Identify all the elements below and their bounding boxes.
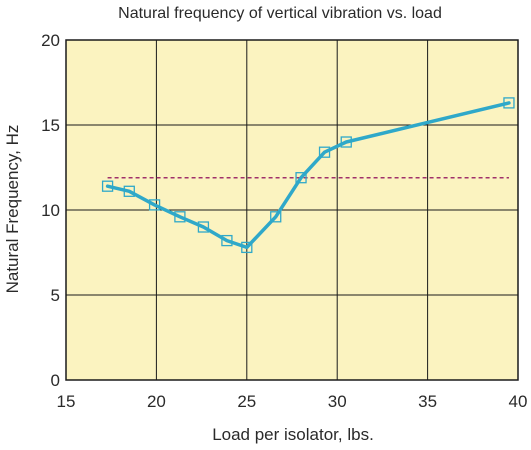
y-tick-labels: 0 5 10 15 20 — [41, 31, 60, 390]
x-tick-label: 25 — [237, 392, 256, 411]
series-group — [101, 97, 515, 254]
data-point-marker — [241, 241, 253, 254]
y-tick-label: 10 — [41, 201, 60, 220]
data-point-marker — [318, 146, 331, 158]
series-line — [105, 101, 511, 250]
data-point-marker — [101, 180, 114, 192]
y-tick-label: 20 — [41, 31, 60, 50]
data-point-marker — [270, 211, 282, 223]
x-tick-label: 35 — [418, 392, 437, 411]
x-tick-labels: 15 20 25 30 35 40 — [57, 392, 528, 411]
chart-title: Natural frequency of vertical vibration … — [118, 5, 442, 22]
plot-frame — [65, 39, 519, 381]
x-tick-label: 30 — [328, 392, 347, 411]
x-tick-label: 20 — [147, 392, 166, 411]
data-point-marker — [197, 221, 210, 233]
x-tick-label: 40 — [509, 392, 528, 411]
data-point-marker — [221, 234, 233, 247]
data-point-marker — [503, 97, 515, 109]
data-point-marker — [340, 136, 352, 148]
x-axis-label: Load per isolator, lbs. — [212, 425, 374, 444]
x-tick-label: 15 — [57, 392, 76, 411]
data-point-marker — [123, 185, 135, 197]
data-point-marker — [148, 199, 161, 211]
y-tick-label: 0 — [51, 371, 60, 390]
y-tick-label: 5 — [51, 286, 60, 305]
data-point-marker — [295, 172, 307, 184]
data-point-marker — [174, 211, 186, 223]
y-axis-label: Natural Frequency, Hz — [3, 125, 22, 294]
y-tick-label: 15 — [41, 116, 60, 135]
